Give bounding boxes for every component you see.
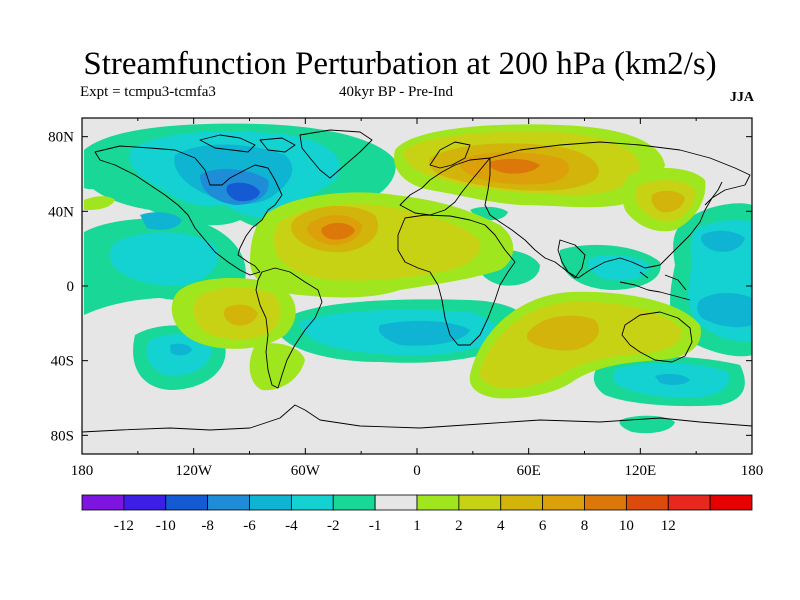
colorbar-swatch: [207, 494, 250, 511]
colorbar-swatch: [500, 494, 544, 511]
lon-tick-label: 60E: [517, 463, 541, 479]
colorbar-label: 1: [413, 518, 421, 534]
axis-labels: 80N 40N 0 40S 80S 180 120W 60W 0 60E 120E 180: [48, 130, 763, 479]
streamfunction-field: [82, 118, 752, 454]
positive-region-eurasia-peak: [489, 158, 540, 174]
chart-title: Streamfunction Perturbation at 200 hPa (…: [83, 46, 717, 82]
season-label: JJA: [729, 90, 754, 105]
axis-ticks: [81, 118, 753, 454]
positive-region-atlantic-peak: [321, 222, 355, 240]
colorbar-swatch: [584, 494, 627, 511]
period-label: 40kyr BP - Pre-Ind: [339, 84, 454, 100]
lon-tick-label: 180: [741, 463, 764, 479]
japan-coast: [704, 181, 723, 206]
antarctica-coast: [82, 404, 752, 433]
lat-tick-label: 0: [67, 279, 75, 295]
negative-region-far-east-small: [84, 178, 100, 190]
lon-tick-label: 0: [413, 463, 421, 479]
colorbar-label: 6: [539, 518, 547, 534]
colorbar-swatch: [332, 494, 376, 511]
colorbar-swatch: [81, 494, 125, 511]
colorbar-swatch: [374, 494, 418, 511]
south-america-coast: [255, 267, 323, 389]
negative-region-east-pacific-inner: [110, 232, 219, 286]
lat-tick-label: 80N: [48, 130, 74, 146]
colorbar-label: 4: [497, 518, 505, 534]
negative-region-south-atlantic-core: [378, 320, 470, 346]
lat-tick-label: 40N: [48, 204, 74, 220]
colorbar-label: -12: [114, 518, 134, 534]
colorbar-swatch: [249, 494, 292, 511]
colorbar-swatch: [709, 494, 753, 511]
colorbar-swatch: [165, 494, 209, 511]
positive-region-north-pacific: [84, 196, 115, 210]
positive-region-tropical-pacific-core: [224, 304, 258, 326]
colorbar-label: 10: [619, 518, 634, 534]
negative-region-japan-sea: [701, 230, 745, 252]
lon-tick-label: 60W: [291, 463, 321, 479]
lon-tick-label: 120W: [175, 463, 213, 479]
colorbar-label: -10: [156, 518, 176, 534]
indonesia-coast: [619, 271, 691, 301]
negative-region-south-indian-core: [655, 373, 690, 385]
colorbar-swatch: [667, 494, 711, 511]
europe-coast: [399, 157, 491, 216]
negative-region-south-pacific-core: [170, 343, 192, 356]
colorbar: -12 -10 -8 -6 -4 -2 -1 1 2 4 6 8 10 12: [81, 494, 753, 534]
colorbar-label: 8: [581, 518, 589, 534]
australia-coast: [621, 311, 693, 363]
lon-tick-label: 180: [71, 463, 94, 479]
lat-tick-label: 40S: [51, 354, 74, 370]
arctic-islands-coast: [199, 134, 296, 153]
asia-coast: [484, 141, 751, 279]
colorbar-label: -2: [327, 518, 340, 534]
positive-region-south-indian-core: [526, 315, 599, 351]
colorbar-label: -4: [285, 518, 298, 534]
negative-region-indian-ocean-east-inner: [588, 254, 650, 281]
north-america-coast: [94, 145, 283, 276]
colorbar-label: -1: [369, 518, 382, 534]
colorbar-label: -8: [201, 518, 214, 534]
colorbar-label: -6: [243, 518, 256, 534]
negative-region-canada-min: [226, 182, 260, 202]
colorbar-label: 2: [455, 518, 463, 534]
coastlines: [82, 129, 752, 433]
negative-region-east-pacific-core: [140, 212, 182, 230]
colorbar-swatch: [123, 494, 167, 511]
colorbar-swatch: [542, 494, 585, 511]
africa-coast: [397, 214, 516, 346]
lat-tick-label: 80S: [51, 428, 74, 444]
experiment-label: Expt = tcmpu3-tcmfa3: [80, 84, 216, 100]
positive-region-south-america: [249, 343, 305, 391]
scandinavia-coast: [429, 141, 471, 169]
colorbar-swatch: [458, 494, 502, 511]
india-coast: [557, 239, 586, 279]
colorbar-swatch: [625, 494, 669, 511]
lon-tick-label: 120E: [624, 463, 656, 479]
positive-region-east-asia-core: [651, 190, 685, 213]
colorbar-swatch: [290, 494, 334, 511]
negative-region-west-pacific-core: [697, 293, 752, 328]
greenland-coast: [299, 129, 373, 179]
colorbar-label: 12: [661, 518, 676, 534]
colorbar-swatch: [416, 494, 460, 511]
